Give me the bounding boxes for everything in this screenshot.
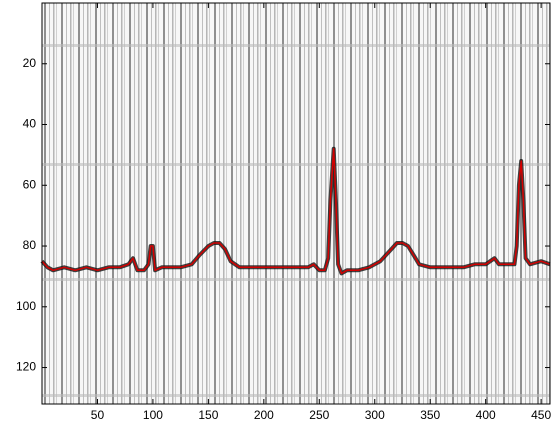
y-tick-label: 40 bbox=[23, 117, 37, 131]
x-tick-label: 250 bbox=[309, 408, 329, 422]
x-tick-label: 200 bbox=[254, 408, 274, 422]
x-tick-label: 50 bbox=[91, 408, 105, 422]
x-tick-label: 300 bbox=[365, 408, 385, 422]
y-tick-label: 80 bbox=[23, 238, 37, 252]
x-tick-label: 100 bbox=[143, 408, 163, 422]
axes-box bbox=[41, 2, 551, 405]
image-background bbox=[42, 3, 550, 404]
x-tick-label: 400 bbox=[476, 408, 496, 422]
y-tick-label: 120 bbox=[16, 360, 36, 374]
x-tick-label: 150 bbox=[198, 408, 218, 422]
x-tick-label: 450 bbox=[531, 408, 551, 422]
series-line bbox=[41, 148, 551, 275]
y-tick-label: 60 bbox=[23, 177, 37, 191]
x-tick-label: 350 bbox=[420, 408, 440, 422]
y-tick-label: 100 bbox=[16, 299, 36, 313]
y-tick-label: 20 bbox=[23, 56, 37, 70]
noise-bands bbox=[42, 44, 550, 397]
